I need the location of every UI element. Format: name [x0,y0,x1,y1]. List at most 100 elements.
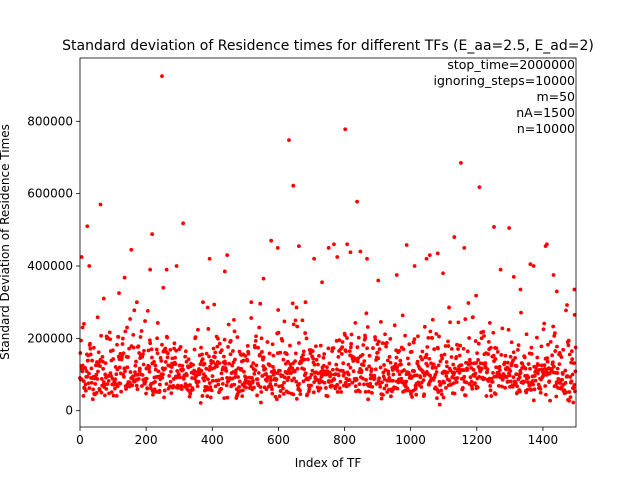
data-point [219,348,224,352]
data-point [96,369,100,374]
data-point [200,394,205,398]
x-tick-label: 800 [333,433,356,447]
data-point [553,331,557,336]
x-tick-label: 200 [135,433,158,447]
data-point [207,381,212,385]
data-point [84,369,89,374]
data-point [154,347,159,352]
data-point [447,378,452,383]
data-point [154,390,159,394]
data-point [376,356,381,361]
data-point [99,390,104,395]
data-point [379,320,383,324]
data-point [264,372,268,376]
data-point [428,373,432,378]
data-point [561,347,566,352]
data-point [267,363,272,368]
data-point [462,246,467,250]
data-point [234,368,238,373]
data-point [509,379,513,384]
data-point [459,363,464,368]
data-point [312,362,317,367]
data-point [241,388,245,393]
data-point [206,327,211,331]
data-point [554,394,559,399]
data-point [202,361,207,366]
data-point [364,367,369,372]
data-point [414,392,419,397]
data-point [312,380,317,385]
data-point [173,355,178,360]
data-point [405,386,410,391]
data-point [495,350,500,354]
data-point [535,355,540,360]
data-point [361,363,366,367]
data-point [533,378,538,383]
data-point [224,383,229,388]
data-point [237,379,242,384]
data-point [187,394,192,399]
data-point [133,363,138,368]
data-point [547,379,552,384]
data-point [107,330,112,335]
data-point [255,393,259,398]
data-point [338,379,343,384]
data-point [531,264,536,268]
data-point [242,369,246,374]
x-axis-label: Index of TF [295,456,362,470]
data-point [344,349,348,354]
data-point [86,381,91,386]
data-point [304,336,309,341]
data-point [222,396,227,401]
data-point [164,267,169,272]
data-point [381,392,385,397]
data-point [128,370,133,374]
data-point [294,396,299,401]
data-point [339,352,344,356]
data-point [257,325,262,330]
data-point [167,374,172,378]
data-point [422,392,427,397]
data-point [514,372,519,377]
data-point [566,338,571,343]
data-point [282,319,287,324]
data-point [225,395,230,400]
data-point [99,333,103,338]
data-point [343,333,347,337]
data-point [95,377,100,381]
data-point [308,375,312,380]
data-point [165,351,170,356]
data-point [177,372,181,377]
data-point [235,335,240,340]
data-point [507,226,512,230]
data-point [293,318,298,323]
data-point [572,383,577,387]
data-point [513,355,518,360]
data-point [156,369,161,374]
data-point [567,398,571,403]
data-point [382,363,386,367]
data-point [256,345,261,350]
data-point [349,332,354,337]
data-point [486,352,491,356]
data-point [141,362,146,367]
data-point [303,371,308,376]
data-point [498,267,503,272]
data-point [129,247,134,252]
data-point [140,373,145,377]
data-point [471,367,476,372]
data-point [373,337,378,342]
data-point [558,381,563,386]
data-point [457,353,462,358]
data-point [146,348,151,353]
data-point [148,341,153,346]
data-point [357,382,362,386]
data-point [195,384,200,389]
data-point [349,341,354,346]
data-point [397,372,402,377]
data-point [422,324,427,329]
data-point [98,364,102,369]
x-tick-label: 400 [201,433,224,447]
data-point [90,397,95,402]
data-point [113,386,117,391]
